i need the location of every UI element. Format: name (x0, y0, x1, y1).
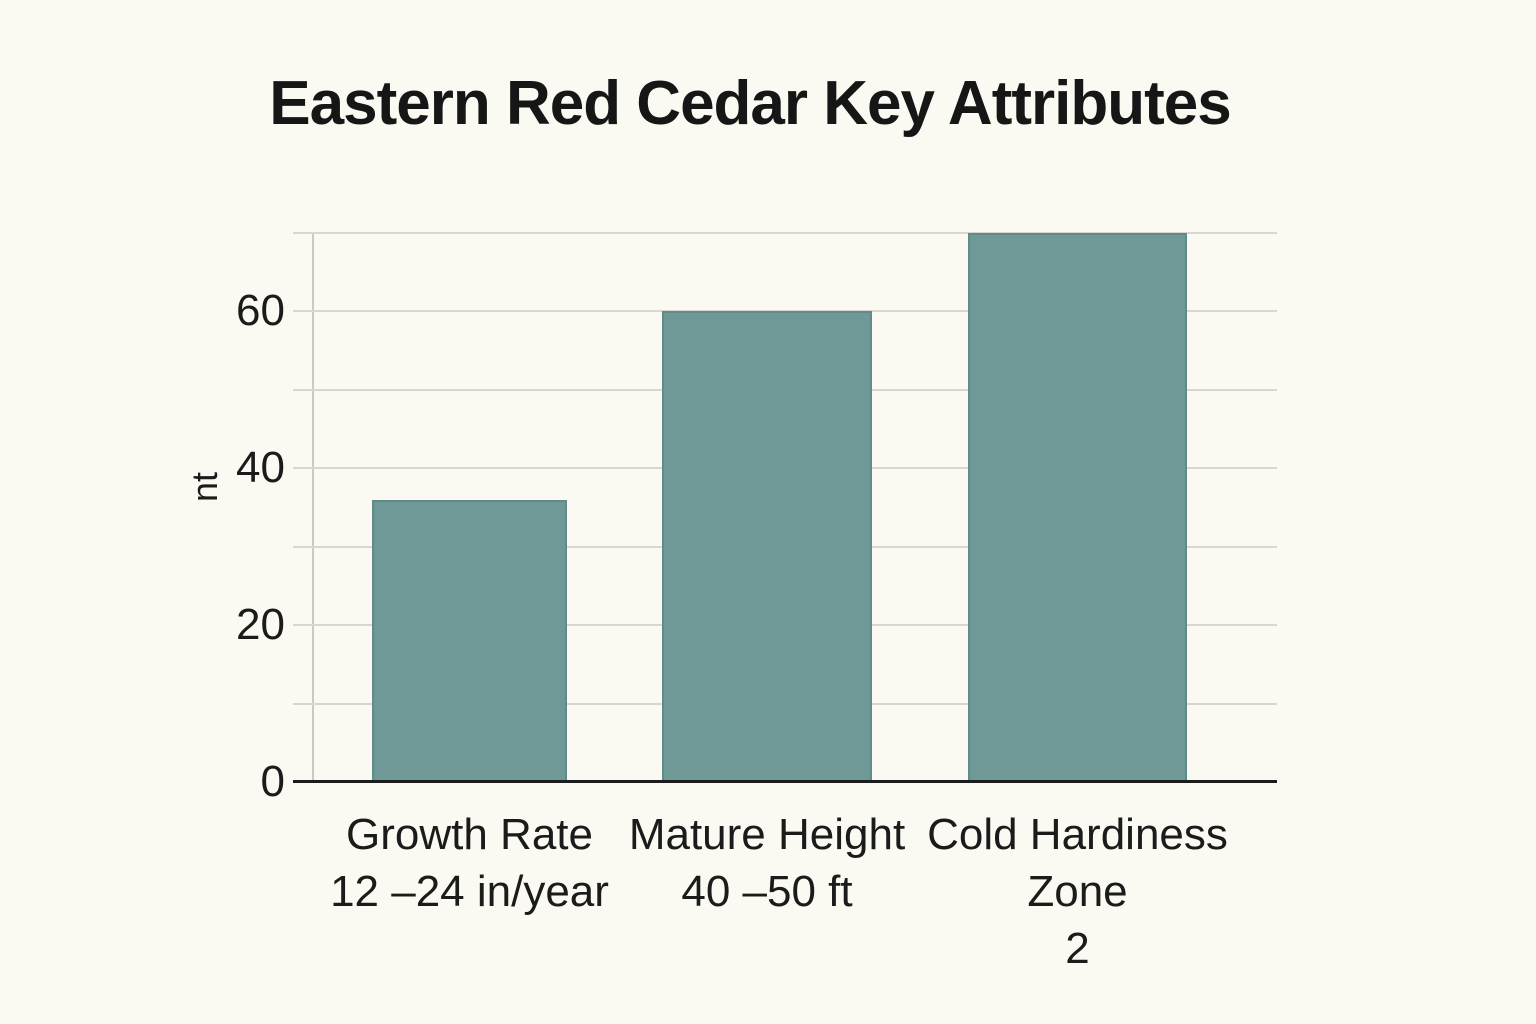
y-axis-label: nt (184, 471, 225, 503)
x-tick-label-growth-rate: Growth Rate 12 –24 in/year (330, 806, 609, 920)
x-tick-label-mature-height: Mature Height 40 –50 ft (629, 806, 905, 920)
y-tick-label-20: 20 (236, 600, 285, 650)
x-tick-label-line: Mature Height (628, 810, 906, 859)
gridline-70 (293, 232, 1277, 234)
x-tick-label-cold-hardiness: Cold Hardiness Zone 2 (927, 806, 1228, 977)
x-tick-label-line: Cold Hardiness (927, 810, 1228, 859)
y-tick-label-60: 60 (236, 286, 285, 336)
bar-cold-hardiness (968, 233, 1187, 782)
x-tick-label-line: 12 –24 in/year (330, 867, 609, 916)
x-tick-label-line: Growth Rate (346, 810, 593, 859)
x-axis-line (293, 780, 1277, 783)
x-tick-label-line: Zone (1027, 867, 1128, 916)
bar-mature-height (662, 311, 872, 782)
y-tick-label-40: 40 (236, 443, 285, 493)
bar-growth-rate (372, 499, 567, 782)
x-tick-label-line: 40 –50 ft (681, 867, 853, 916)
plot-area: 0 20 40 60 Growth Rate 12 –24 in/year Mature … (236, 232, 1277, 973)
y-tick-label-0: 0 (260, 757, 285, 806)
chart-title: Eastern Red Cedar Key Attributes (269, 69, 1231, 138)
y-axis-line (312, 233, 314, 782)
x-tick-label-line: 2 (1065, 924, 1090, 973)
